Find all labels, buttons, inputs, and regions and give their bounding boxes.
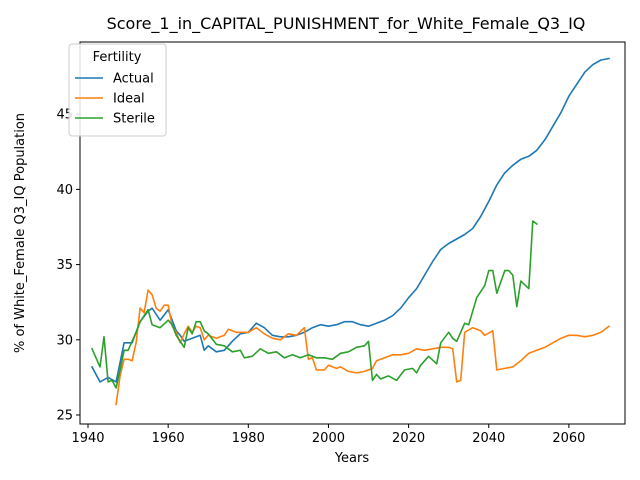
- x-tick-label: 2000: [312, 431, 345, 446]
- legend-label-actual: Actual: [113, 72, 154, 87]
- chart-title: Score_1_in_CAPITAL_PUNISHMENT_for_White_…: [107, 14, 586, 34]
- series-line-ideal: [115, 289, 611, 406]
- y-tick-label: 30: [56, 333, 73, 348]
- series-line-sterile: [90, 220, 538, 389]
- y-tick-label: 35: [56, 258, 73, 273]
- legend-items: Actual Ideal Sterile: [75, 72, 155, 127]
- legend-label-sterile: Sterile: [113, 112, 155, 127]
- legend-box: [68, 43, 167, 137]
- legend-title: Fertility: [93, 50, 142, 65]
- x-axis-title: Years: [334, 451, 370, 466]
- y-tick-label: 25: [56, 408, 73, 423]
- y-tick-label: 40: [56, 183, 73, 198]
- x-tick-label: 2020: [392, 431, 425, 446]
- series-line-actual: [90, 57, 610, 383]
- series-layer: [90, 57, 611, 406]
- legend-label-ideal: Ideal: [113, 92, 145, 107]
- x-tick-label: 2060: [552, 431, 585, 446]
- plot-frame: [79, 41, 626, 425]
- y-axis-title: % of White_Female Q3_IQ Population: [13, 113, 28, 353]
- x-tick-label: 1960: [152, 431, 185, 446]
- x-tick-label: 1940: [71, 431, 104, 446]
- legend: Fertility Actual Ideal Sterile: [68, 43, 167, 137]
- x-tick-label: 1980: [232, 431, 265, 446]
- x-tick-label: 2040: [472, 431, 505, 446]
